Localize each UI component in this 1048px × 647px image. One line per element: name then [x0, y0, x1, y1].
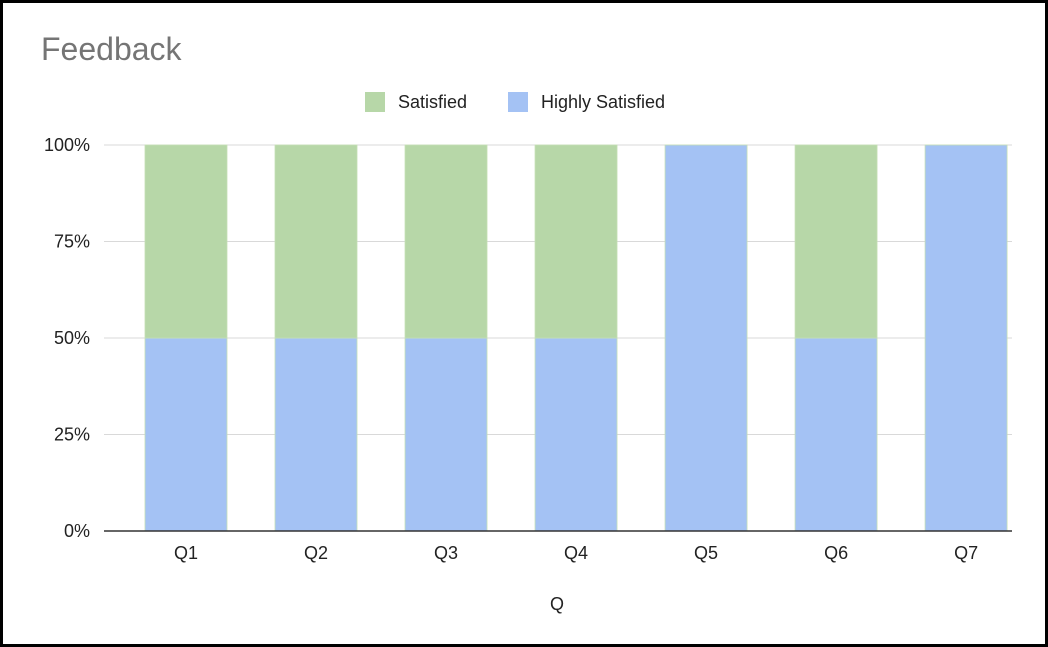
x-tick-label: Q7: [954, 543, 978, 563]
x-axis-label: Q: [550, 594, 564, 614]
bar-satisfied: [274, 144, 358, 339]
y-tick-label: 50%: [54, 328, 90, 348]
y-tick-label: 100%: [44, 135, 90, 155]
x-tick-label: Q4: [564, 543, 588, 563]
bar-highly-satisfied: [274, 337, 358, 532]
bar-highly-satisfied: [534, 337, 618, 532]
legend-swatch-highly-satisfied: [508, 92, 528, 112]
bar-satisfied: [404, 144, 488, 339]
y-tick-label: 0%: [64, 521, 90, 541]
y-axis-ticks: 0% 25% 50% 75% 100%: [44, 135, 90, 541]
legend-label-highly-satisfied: Highly Satisfied: [541, 92, 665, 112]
legend: Satisfied Highly Satisfied: [365, 92, 665, 112]
bar-satisfied: [534, 144, 618, 339]
x-tick-label: Q2: [304, 543, 328, 563]
x-axis-ticks: Q1 Q2 Q3 Q4 Q5 Q6 Q7: [174, 543, 978, 563]
bar-highly-satisfied: [144, 337, 228, 532]
bar-highly-satisfied: [794, 337, 878, 532]
bar-satisfied: [794, 144, 878, 339]
legend-swatch-satisfied: [365, 92, 385, 112]
bars: [144, 144, 1008, 532]
x-tick-label: Q6: [824, 543, 848, 563]
x-tick-label: Q5: [694, 543, 718, 563]
y-tick-label: 25%: [54, 425, 90, 445]
bar-highly-satisfied: [924, 144, 1008, 532]
bar-satisfied: [144, 144, 228, 339]
chart-title: Feedback: [41, 31, 182, 67]
bar-highly-satisfied: [664, 144, 748, 532]
x-tick-label: Q3: [434, 543, 458, 563]
legend-label-satisfied: Satisfied: [398, 92, 467, 112]
y-tick-label: 75%: [54, 232, 90, 252]
bar-highly-satisfied: [404, 337, 488, 532]
x-tick-label: Q1: [174, 543, 198, 563]
